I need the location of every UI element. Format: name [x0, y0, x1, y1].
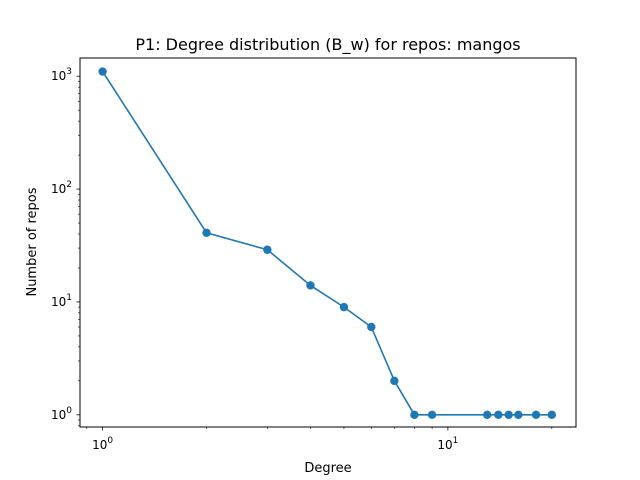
- y-axis-label: Number of repos: [25, 187, 40, 296]
- x-axis: 100 101: [86, 427, 553, 452]
- y-tick-label: 100: [51, 406, 72, 422]
- data-point: [390, 376, 399, 386]
- x-tick-label: 100: [92, 436, 113, 452]
- data-point: [367, 322, 376, 332]
- y-tick-label: 101: [51, 293, 72, 309]
- x-axis-label: Degree: [304, 461, 351, 476]
- series-line: [101, 71, 552, 416]
- x-tick-label: 101: [437, 436, 458, 452]
- chart-title: P1: Degree distribution (B_w) for repos:…: [135, 35, 520, 55]
- data-point: [547, 410, 557, 420]
- data-point: [427, 410, 437, 420]
- data-point: [98, 67, 107, 76]
- data-point: [531, 410, 541, 420]
- data-point: [263, 245, 272, 254]
- y-axis: 100 101 102 103: [51, 67, 80, 427]
- series-layer: [98, 67, 557, 420]
- data-point: [514, 410, 523, 420]
- plot-area: [79, 57, 577, 428]
- data-point: [410, 410, 419, 420]
- data-point: [306, 281, 315, 290]
- data-point: [339, 302, 349, 312]
- data-point: [483, 410, 492, 420]
- plot-frame: [79, 57, 577, 428]
- data-point: [494, 410, 503, 420]
- y-tick-label: 103: [51, 67, 72, 83]
- data-point: [504, 410, 513, 420]
- y-tick-label: 102: [51, 180, 72, 196]
- data-point: [202, 228, 211, 237]
